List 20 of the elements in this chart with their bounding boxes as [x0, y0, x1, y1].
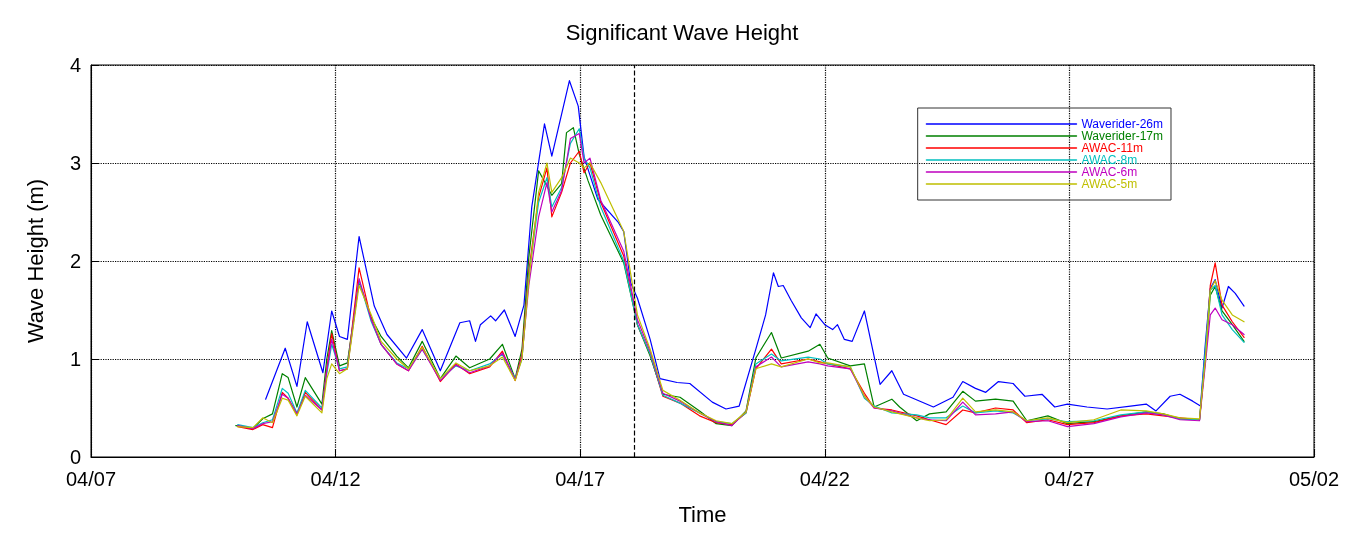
text: AWAC-11m	[1081, 141, 1143, 155]
x-tick-label: 04/12	[310, 468, 361, 490]
text: AWAC-6m	[1081, 165, 1138, 179]
text: Waverider-26m	[1081, 117, 1163, 131]
chart-title: Significant Wave Height	[565, 19, 799, 45]
x-tick-label: 04/27	[1044, 468, 1095, 490]
text: AWAC-8m	[1081, 153, 1138, 167]
x-tick-label: 04/22	[799, 468, 850, 490]
y-tick-label: 0	[69, 446, 81, 468]
x-tick-label: 05/02	[1288, 468, 1340, 490]
y-axis-title: Wave Height (m)	[22, 178, 48, 344]
text: AWAC-5m	[1081, 177, 1138, 191]
text: Waverider-17m	[1081, 129, 1163, 143]
y-tick-label: 4	[69, 54, 81, 76]
y-tick-label: 3	[69, 152, 81, 174]
y-tick-label: 2	[69, 250, 81, 272]
x-tick-label: 04/17	[555, 468, 606, 490]
x-axis-title: Time	[678, 501, 727, 527]
x-tick-label: 04/07	[65, 468, 117, 490]
y-tick-label: 1	[69, 348, 81, 370]
